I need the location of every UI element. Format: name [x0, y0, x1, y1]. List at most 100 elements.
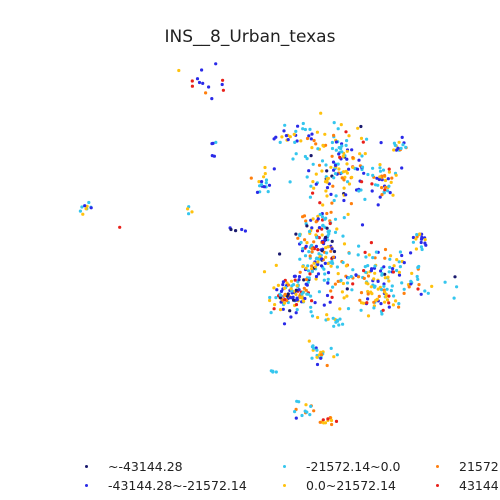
scatter-point	[327, 229, 331, 233]
scatter-point	[312, 240, 316, 244]
scatter-point	[288, 135, 292, 139]
scatter-point	[318, 420, 322, 424]
scatter-point	[361, 140, 365, 144]
scatter-point	[317, 257, 321, 261]
scatter-point	[372, 306, 376, 310]
scatter-point	[366, 172, 370, 177]
scatter-point	[331, 316, 335, 320]
scatter-point	[291, 157, 295, 161]
scatter-point	[365, 301, 369, 305]
scatter-point	[416, 287, 420, 291]
scatter-point	[302, 278, 306, 282]
scatter-point	[394, 299, 398, 303]
scatter-point	[395, 268, 399, 273]
scatter-point	[329, 192, 333, 196]
scatter-point	[330, 239, 334, 243]
scatter-plot	[78, 62, 459, 427]
scatter-point	[388, 257, 392, 261]
scatter-point	[298, 295, 302, 300]
scatter-point	[341, 154, 345, 158]
scatter-point	[321, 143, 325, 147]
scatter-point	[383, 272, 387, 276]
scatter-point	[294, 416, 298, 420]
scatter-point	[386, 275, 390, 279]
scatter-point	[358, 298, 362, 302]
scatter-point	[314, 277, 318, 281]
scatter-point	[349, 202, 353, 206]
scatter-point	[317, 290, 321, 294]
scatter-point	[409, 279, 413, 283]
scatter-point	[318, 201, 322, 205]
scatter-point	[279, 289, 284, 293]
scatter-point	[330, 247, 334, 251]
scatter-point	[400, 253, 404, 258]
scatter-point	[345, 281, 350, 285]
legend-marker	[436, 465, 439, 468]
scatter-point	[293, 140, 297, 144]
scatter-point	[331, 261, 335, 265]
scatter-point	[262, 270, 267, 274]
scatter-point	[312, 409, 316, 413]
scatter-point	[400, 166, 404, 170]
scatter-point	[342, 198, 346, 203]
scatter-point	[314, 233, 318, 237]
scatter-point	[336, 127, 340, 131]
scatter-point	[274, 296, 278, 300]
scatter-point	[351, 156, 355, 160]
scatter-point	[303, 254, 308, 258]
scatter-point	[295, 308, 299, 312]
scatter-point	[309, 137, 313, 141]
scatter-point	[356, 275, 361, 279]
scatter-point	[374, 250, 378, 254]
scatter-point	[346, 212, 350, 216]
scatter-point	[391, 267, 395, 271]
scatter-point	[326, 417, 330, 421]
scatter-point	[363, 197, 367, 201]
scatter-point	[85, 204, 89, 208]
scatter-point	[294, 292, 298, 296]
scatter-point	[395, 258, 399, 262]
scatter-point	[274, 263, 278, 267]
scatter-point	[371, 256, 375, 260]
scatter-point	[315, 355, 319, 359]
scatter-point	[416, 277, 420, 281]
scatter-point	[280, 135, 284, 139]
scatter-point	[389, 180, 393, 184]
scatter-point	[391, 303, 395, 307]
scatter-point	[397, 305, 401, 309]
scatter-point	[314, 142, 318, 146]
scatter-point	[336, 279, 340, 283]
legend-label: -21572.14~0.0	[306, 459, 401, 474]
scatter-point	[453, 275, 457, 279]
scatter-point	[325, 186, 330, 190]
scatter-point	[397, 140, 401, 144]
scatter-point	[397, 302, 401, 306]
scatter-point	[200, 68, 204, 72]
scatter-point	[298, 232, 302, 236]
scatter-point	[331, 160, 336, 164]
scatter-point	[311, 191, 315, 195]
scatter-point	[325, 211, 329, 216]
scatter-point	[345, 294, 349, 298]
scatter-point	[409, 251, 413, 255]
scatter-point	[268, 298, 272, 303]
scatter-point	[358, 152, 362, 156]
scatter-point	[383, 247, 388, 252]
scatter-point	[344, 193, 348, 197]
scatter-point	[333, 217, 338, 221]
scatter-point	[355, 167, 360, 171]
scatter-point	[303, 127, 307, 132]
scatter-point	[281, 283, 285, 287]
scatter-point	[376, 203, 380, 207]
scatter-point	[401, 143, 405, 147]
scatter-point	[321, 418, 325, 422]
scatter-point	[284, 134, 288, 138]
scatter-point	[419, 245, 423, 249]
scatter-point	[328, 300, 332, 304]
scatter-point	[320, 215, 325, 219]
scatter-point	[294, 129, 298, 133]
scatter-point	[304, 277, 308, 282]
scatter-point	[423, 289, 427, 293]
scatter-point	[271, 370, 275, 374]
scatter-point	[272, 286, 276, 290]
